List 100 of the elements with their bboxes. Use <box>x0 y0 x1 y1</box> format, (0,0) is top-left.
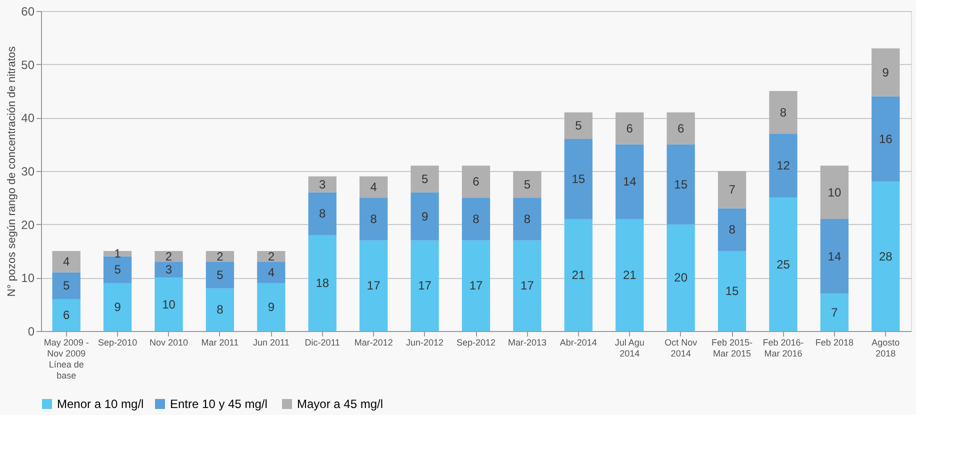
data-label: 3 <box>319 177 326 192</box>
y-tick-label: 60 <box>21 4 35 18</box>
bar <box>718 251 746 331</box>
bar <box>52 299 80 331</box>
data-label: 9 <box>268 300 275 314</box>
data-label: 4 <box>63 254 70 269</box>
data-label: 8 <box>319 206 326 221</box>
bar <box>154 262 183 278</box>
bar <box>820 166 849 219</box>
data-label: 8 <box>524 212 531 226</box>
data-label: 8 <box>472 212 480 226</box>
bar <box>308 192 336 235</box>
bar <box>820 294 849 331</box>
bar <box>564 112 592 139</box>
bar <box>769 198 798 331</box>
bar <box>462 166 490 198</box>
x-tick-label: Sep-2012 <box>456 338 496 348</box>
x-tick-label: Dic-2011 <box>304 338 340 348</box>
bar <box>513 198 542 240</box>
bar <box>616 144 644 219</box>
y-tick-label: 20 <box>21 218 35 232</box>
y-tick-label: 50 <box>21 58 35 72</box>
bar <box>513 240 542 331</box>
bar <box>410 192 439 240</box>
data-label: 9 <box>882 65 890 80</box>
data-label: 7 <box>831 305 838 320</box>
bar <box>616 112 644 144</box>
data-label: 17 <box>520 278 534 293</box>
x-tick-label: Agosto 2018 <box>872 338 900 358</box>
y-axis-title: N° pozos según rango de concentración de nitratos <box>6 46 18 297</box>
bar <box>820 219 849 294</box>
data-label: 7 <box>728 182 736 197</box>
data-label: 6 <box>63 308 70 322</box>
bar <box>564 219 592 331</box>
data-label: 8 <box>216 302 224 317</box>
x-tick-label: Abr-2014 <box>560 338 597 348</box>
bar <box>769 91 798 134</box>
bar <box>103 251 132 256</box>
bar <box>666 224 695 331</box>
data-label: 14 <box>622 174 637 189</box>
bar <box>154 278 183 331</box>
data-label: 8 <box>370 212 378 226</box>
x-tick-label: Feb 2016- Mar 2016 <box>762 338 804 358</box>
data-label: 2 <box>216 249 224 264</box>
x-tick-label: Oct Nov 2014 <box>664 338 698 358</box>
legend-label: Mayor a 45 mg/l <box>297 397 384 411</box>
bar <box>872 96 900 182</box>
bar <box>257 283 286 331</box>
legend-label: Entre 10 y 45 mg/l <box>170 397 268 411</box>
bar <box>257 251 286 262</box>
x-tick-label: Mar-2013 <box>508 338 546 348</box>
bar <box>666 112 695 144</box>
data-label: 20 <box>674 270 688 285</box>
x-tick-label: Feb 2015- Mar 2015 <box>712 338 753 358</box>
bar <box>206 288 234 331</box>
data-label: 3 <box>165 262 172 277</box>
x-tick-label: Mar 2011 <box>201 338 239 348</box>
data-label: 25 <box>776 257 790 272</box>
x-tick-label: Sep-2010 <box>98 338 138 348</box>
data-label: 8 <box>780 105 787 120</box>
data-label: 17 <box>469 278 483 293</box>
data-label: 21 <box>572 268 586 282</box>
data-label: 10 <box>828 185 842 200</box>
data-label: 4 <box>370 180 378 194</box>
bar <box>872 182 900 331</box>
bar <box>718 171 746 208</box>
data-label: 4 <box>268 265 275 280</box>
bar <box>308 235 336 331</box>
data-label: 6 <box>472 174 480 189</box>
data-label: 16 <box>878 132 893 146</box>
bar <box>103 256 132 283</box>
bar <box>410 240 439 331</box>
data-label: 2 <box>165 249 172 264</box>
data-label: 28 <box>878 249 893 264</box>
data-label: 5 <box>114 262 122 277</box>
data-label: 6 <box>677 121 684 136</box>
bar <box>52 272 80 299</box>
bar <box>462 240 490 331</box>
bar <box>308 176 336 192</box>
bar <box>206 262 234 288</box>
bar <box>103 283 132 331</box>
bar <box>410 166 439 192</box>
y-tick-label: 30 <box>21 164 35 178</box>
data-label: 5 <box>575 118 582 133</box>
y-tick-label: 40 <box>21 111 35 126</box>
x-tick-label: Mar-2012 <box>354 338 393 348</box>
data-label: 21 <box>622 268 637 282</box>
data-label: 17 <box>366 278 381 293</box>
bar <box>513 171 542 198</box>
bar <box>257 262 286 283</box>
data-label: 9 <box>421 209 428 224</box>
bar <box>360 240 388 331</box>
data-label: 12 <box>776 158 790 173</box>
data-label: 14 <box>828 249 842 264</box>
bar <box>666 144 695 224</box>
bar <box>616 219 644 331</box>
x-tick-label: Feb 2018 <box>815 338 854 348</box>
bar <box>462 198 490 240</box>
data-label: 6 <box>626 121 634 136</box>
data-label: 15 <box>725 284 740 298</box>
